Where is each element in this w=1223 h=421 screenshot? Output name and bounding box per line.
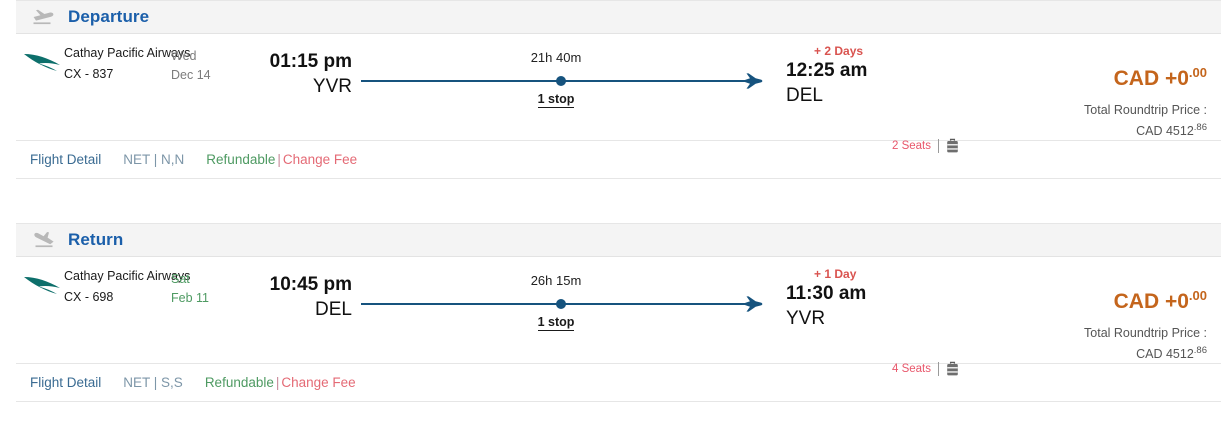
- arrival-day-offset: + 1 Day: [814, 267, 857, 281]
- arrival-time: 12:25 am: [786, 60, 868, 81]
- plane-takeoff-icon: [30, 7, 58, 27]
- suitcase-icon[interactable]: [946, 138, 959, 154]
- flight-itinerary: Departure Cathay Pacific Airways CX - 83…: [16, 0, 1221, 402]
- plane-arrow-icon: [741, 293, 765, 315]
- airline-name: Cathay Pacific Airways: [64, 46, 191, 60]
- return-origin-block: 10:45 pm DEL: [232, 273, 352, 323]
- suitcase-icon[interactable]: [946, 361, 959, 377]
- net-fare-label: NET | S,S: [123, 375, 183, 390]
- total-price-value: CAD 4512.86: [1136, 345, 1207, 362]
- return-weekday: Sat: [171, 272, 190, 286]
- route-stop-dot: [556, 76, 566, 86]
- plane-arrow-icon: [741, 70, 765, 92]
- departure-stops[interactable]: 1 stop: [537, 92, 575, 108]
- departure-origin-block: 01:15 pm YVR: [232, 50, 352, 100]
- return-header-bar: Return: [16, 223, 1221, 257]
- return-airline-info: Cathay Pacific Airways CX - 698: [64, 268, 191, 306]
- arrival-airport: DEL: [786, 85, 823, 106]
- departure-price-block: CAD +0.00 Total Roundtrip Price : CAD 45…: [1084, 60, 1207, 140]
- refundable-label: Refundable: [206, 152, 276, 167]
- plane-landing-icon: [30, 230, 58, 250]
- departure-arrival-block: + 2 Days 12:25 am DEL: [786, 43, 916, 109]
- departure-weekday: Wed: [171, 49, 197, 63]
- departure-airport: YVR: [312, 76, 352, 97]
- return-price-block: CAD +0.00 Total Roundtrip Price : CAD 45…: [1084, 283, 1207, 363]
- flight-detail-link[interactable]: Flight Detail: [30, 375, 102, 390]
- price-amount: CAD +0.00: [1113, 288, 1207, 313]
- cathay-pacific-brushwing-logo: [22, 48, 76, 84]
- departure-time: 01:15 pm: [269, 51, 352, 72]
- departure-airline-info: Cathay Pacific Airways CX - 837: [64, 45, 191, 83]
- departure-time: 10:45 pm: [269, 274, 352, 295]
- flight-number: CX - 837: [64, 67, 114, 81]
- cathay-pacific-brushwing-logo: [22, 271, 76, 307]
- flight-number: CX - 698: [64, 290, 114, 304]
- flight-detail-link[interactable]: Flight Detail: [30, 152, 102, 167]
- separator: |: [277, 152, 281, 167]
- divider: [938, 139, 939, 153]
- total-price-value: CAD 4512.86: [1136, 122, 1207, 139]
- return-stops[interactable]: 1 stop: [537, 315, 575, 331]
- departure-duration: 21h 40m: [530, 50, 582, 65]
- departure-date-block: Wed Dec 14: [171, 47, 233, 85]
- net-fare-label: NET | N,N: [123, 152, 185, 167]
- route-stop-dot: [556, 299, 566, 309]
- fare-rules: Refundable | Change Fee: [205, 375, 356, 390]
- return-leg-section: Return Cathay Pacific Airways CX - 698 S…: [16, 223, 1221, 402]
- return-title: Return: [68, 230, 124, 249]
- departure-date: Dec 14: [171, 68, 211, 82]
- price-amount: CAD +0.00: [1113, 65, 1207, 90]
- return-date: Feb 11: [171, 291, 209, 305]
- change-fee-link[interactable]: Change Fee: [281, 375, 356, 390]
- change-fee-link[interactable]: Change Fee: [282, 152, 358, 167]
- seats-remaining: 2 Seats: [892, 140, 931, 152]
- return-arrival-block: + 1 Day 11:30 am YVR: [786, 266, 916, 332]
- departure-title: Departure: [68, 7, 150, 26]
- departure-availability: 2 Seats: [892, 138, 959, 154]
- departure-route-graphic: 21h 40m 1 stop: [361, 50, 763, 112]
- departure-flight-row[interactable]: Cathay Pacific Airways CX - 837 Wed Dec …: [16, 34, 1221, 153]
- seats-remaining: 4 Seats: [892, 363, 931, 375]
- return-footer-links: Flight Detail NET | S,S Refundable | Chang…: [16, 364, 1221, 402]
- departure-airport: DEL: [315, 299, 352, 320]
- separator: |: [275, 375, 280, 390]
- return-flight-row[interactable]: Cathay Pacific Airways CX - 698 Sat Feb …: [16, 257, 1221, 376]
- divider: [938, 362, 939, 376]
- departure-leg-section: Departure Cathay Pacific Airways CX - 83…: [16, 0, 1221, 179]
- return-duration: 26h 15m: [530, 273, 582, 288]
- return-availability: 4 Seats: [892, 361, 959, 377]
- return-date-block: Sat Feb 11: [171, 270, 233, 308]
- departure-footer-links: Flight Detail NET | N,N Refundable | Chang…: [16, 141, 1221, 179]
- arrival-day-offset: + 2 Days: [814, 44, 864, 58]
- total-price-label: Total Roundtrip Price :: [1084, 326, 1207, 340]
- arrival-airport: YVR: [786, 308, 826, 329]
- refundable-label: Refundable: [204, 375, 274, 390]
- return-route-graphic: 26h 15m 1 stop: [361, 273, 763, 335]
- airline-name: Cathay Pacific Airways: [64, 269, 191, 283]
- arrival-time: 11:30 am: [786, 283, 867, 304]
- total-price-label: Total Roundtrip Price :: [1084, 103, 1207, 117]
- departure-header-bar: Departure: [16, 0, 1221, 34]
- fare-rules: Refundable | Change Fee: [206, 152, 357, 167]
